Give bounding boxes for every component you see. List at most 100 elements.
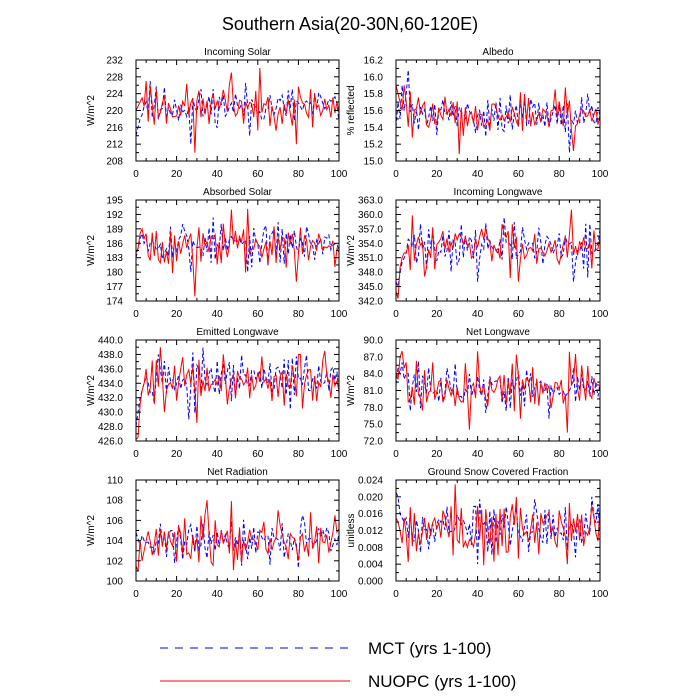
x-tick-label: 40 [472, 589, 484, 600]
y-tick-label: 434.0 [98, 379, 123, 390]
x-tick-label: 80 [293, 449, 305, 460]
y-tick-label: 0.024 [358, 476, 383, 487]
x-tick-label: 60 [252, 309, 264, 320]
y-tick-label: 220 [106, 106, 123, 117]
y-tick-label: 195 [106, 196, 123, 207]
y-tick-label: 192 [106, 210, 123, 221]
x-tick-label: 0 [133, 449, 139, 460]
y-tick-label: 87.0 [364, 352, 384, 363]
series-line-nuopc [396, 85, 600, 155]
x-tick-label: 80 [293, 169, 305, 180]
series-line-mct [136, 347, 339, 427]
panel-title: Emitted Longwave [196, 327, 279, 338]
y-axis-label: W/m^2 [346, 375, 357, 406]
y-tick-label: 81.0 [364, 386, 384, 397]
y-tick-label: 212 [106, 140, 123, 151]
y-axis-label: W/m^2 [86, 375, 97, 406]
y-tick-label: 106 [106, 516, 123, 527]
y-tick-label: 354.0 [358, 239, 383, 250]
x-tick-label: 60 [513, 589, 525, 600]
y-tick-label: 436.0 [98, 364, 123, 375]
y-axis-label: W/m^2 [86, 95, 97, 126]
x-tick-label: 40 [472, 169, 484, 180]
x-tick-label: 80 [554, 309, 566, 320]
x-tick-label: 100 [592, 309, 609, 320]
x-tick-label: 0 [133, 309, 139, 320]
x-tick-label: 100 [592, 589, 609, 600]
x-tick-label: 20 [171, 589, 183, 600]
y-tick-label: 348.0 [358, 268, 383, 279]
series-line-nuopc [136, 208, 339, 297]
x-tick-label: 40 [212, 169, 224, 180]
y-tick-label: 438.0 [98, 350, 123, 361]
y-tick-label: 430.0 [98, 408, 123, 419]
y-axis-label: unitless [346, 514, 357, 548]
x-tick-label: 20 [431, 449, 443, 460]
panel-absorbed-solar: Absorbed Solar W/m^2 0 20 40 60 80 100 174 177 180… [86, 187, 348, 320]
series-line-nuopc [136, 67, 339, 153]
y-tick-label: 232 [106, 56, 123, 67]
x-tick-label: 60 [513, 449, 525, 460]
x-tick-label: 60 [252, 449, 264, 460]
series-line-mct [136, 81, 339, 145]
x-tick-label: 100 [331, 449, 348, 460]
series-line-nuopc [396, 209, 600, 299]
x-tick-label: 100 [592, 449, 609, 460]
y-tick-label: 15.2 [364, 140, 384, 151]
panels: Incoming Solar W/m^2 0 20 40 60 80 100 208 212 216… [86, 47, 609, 600]
y-tick-label: 174 [106, 297, 123, 308]
y-tick-label: 108 [106, 496, 123, 507]
y-tick-label: 16.0 [364, 72, 384, 83]
legend-mct-label: MCT (yrs 1-100) [368, 639, 491, 658]
x-tick-label: 40 [212, 309, 224, 320]
y-tick-label: 15.0 [364, 157, 384, 168]
y-tick-label: 102 [106, 556, 123, 567]
panel-title: Net Longwave [466, 327, 530, 338]
y-tick-label: 428.0 [98, 422, 123, 433]
y-tick-label: 84.0 [364, 369, 384, 380]
legend: MCT (yrs 1-100) NUOPC (yrs 1-100) [160, 639, 516, 691]
x-tick-label: 20 [171, 449, 183, 460]
y-tick-label: 0.012 [358, 526, 383, 537]
panel-albedo: Albedo % reflected 0 20 40 60 80 100 15.0 15.2 15.… [346, 47, 609, 180]
x-tick-label: 80 [554, 589, 566, 600]
series-line-mct [396, 217, 600, 289]
y-axis-label: W/m^2 [86, 515, 97, 546]
x-tick-label: 60 [252, 589, 264, 600]
y-tick-label: 216 [106, 123, 123, 134]
y-tick-label: 0.004 [358, 560, 383, 571]
panel-title: Absorbed Solar [203, 187, 273, 198]
y-tick-label: 15.8 [364, 89, 384, 100]
y-tick-label: 72.0 [364, 437, 384, 448]
x-tick-label: 0 [133, 169, 139, 180]
y-tick-label: 360.0 [358, 210, 383, 221]
panel-emitted-longwave: Emitted Longwave W/m^2 0 20 40 60 80 100 426.0 42… [86, 327, 348, 460]
series-line-mct [396, 361, 600, 419]
y-tick-label: 180 [106, 268, 123, 279]
series-line-mct [396, 70, 600, 153]
y-tick-label: 110 [107, 476, 123, 487]
y-axis-label: W/m^2 [86, 235, 97, 266]
y-tick-label: 351.0 [358, 253, 383, 264]
y-tick-label: 183 [106, 253, 123, 264]
x-tick-label: 20 [171, 169, 183, 180]
x-tick-label: 80 [293, 309, 305, 320]
x-tick-label: 40 [212, 589, 224, 600]
plot-frame [135, 479, 340, 582]
x-tick-label: 0 [393, 449, 399, 460]
x-tick-label: 100 [331, 169, 348, 180]
x-tick-label: 80 [293, 589, 305, 600]
y-tick-label: 0.000 [358, 577, 383, 588]
plot-frame [135, 199, 340, 302]
x-tick-label: 60 [513, 169, 525, 180]
panel-title: Incoming Solar [204, 47, 271, 58]
y-tick-label: 228 [106, 72, 123, 83]
y-tick-label: 189 [106, 224, 123, 235]
y-tick-label: 75.0 [364, 420, 384, 431]
y-tick-label: 177 [106, 282, 123, 293]
x-tick-label: 80 [554, 169, 566, 180]
x-tick-label: 20 [431, 169, 443, 180]
y-tick-label: 16.2 [364, 56, 384, 67]
x-tick-label: 0 [393, 169, 399, 180]
